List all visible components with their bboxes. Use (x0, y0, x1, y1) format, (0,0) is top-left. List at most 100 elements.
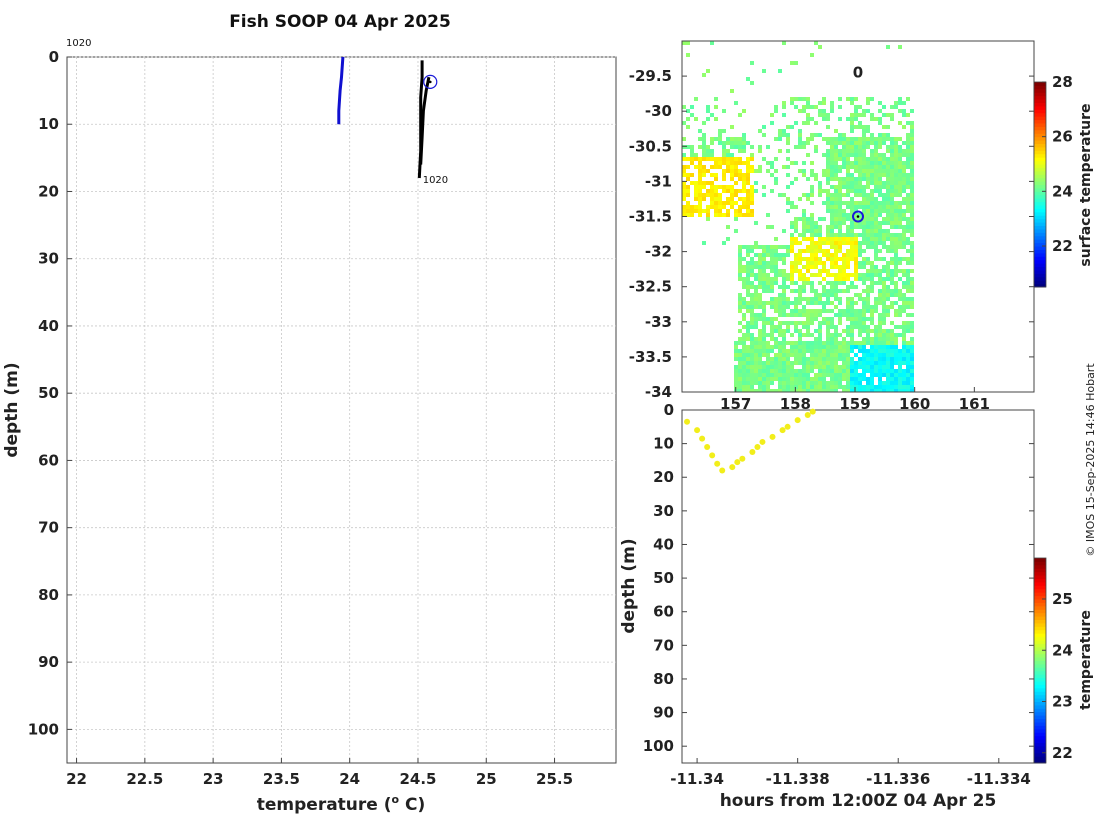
sst-cell (798, 349, 802, 353)
sst-cell (774, 361, 778, 365)
sst-cell (862, 317, 866, 321)
sst-cell (798, 169, 802, 173)
sst-cell (850, 281, 854, 285)
sst-cell (682, 197, 686, 201)
sst-cell (838, 133, 842, 137)
sst-colorbar-segment (1034, 225, 1046, 230)
sst-cell (738, 269, 742, 273)
depth-time-point (749, 449, 756, 456)
sst-cell (854, 245, 858, 249)
sst-cell (814, 337, 818, 341)
sst-cell (846, 117, 850, 121)
sst-cell (730, 201, 734, 205)
sst-cell (902, 201, 906, 205)
sst-cell (822, 345, 826, 349)
sst-cell (894, 265, 898, 269)
sst-cell (682, 153, 686, 157)
sst-cell (906, 153, 910, 157)
sst-cell (830, 389, 834, 392)
temperature-colorbar-segment (1034, 571, 1046, 576)
sst-colorbar-segment (1034, 157, 1046, 162)
sst-cell (854, 321, 858, 325)
sst-cell (774, 357, 778, 361)
sst-cell (698, 177, 702, 181)
sst-cell (790, 373, 794, 377)
sst-cell (882, 237, 886, 241)
sst-cell (890, 233, 894, 237)
sst-cell (850, 345, 854, 349)
sst-cell (778, 297, 782, 301)
sst-cell (706, 149, 710, 153)
profile-x-tick-label: 22.5 (126, 770, 163, 788)
sst-cell (802, 305, 806, 309)
sst-cell (850, 273, 854, 277)
sst-cell (822, 369, 826, 373)
sst-cell (890, 217, 894, 221)
sst-cell (890, 241, 894, 245)
sst-cell (734, 173, 738, 177)
sst-cell (862, 373, 866, 377)
sst-cell (878, 145, 882, 149)
sst-cell (862, 329, 866, 333)
sst-cell (738, 381, 742, 385)
sst-cell (830, 377, 834, 381)
sst-cell (746, 385, 750, 389)
sst-cell (710, 113, 714, 117)
sst-cell (842, 361, 846, 365)
sst-cell (758, 313, 762, 317)
sst-cell (762, 157, 766, 161)
sst-cell (770, 253, 774, 257)
sst-cell (746, 325, 750, 329)
sst-cell (682, 173, 686, 177)
sst-cell (822, 241, 826, 245)
sst-cell (814, 317, 818, 321)
sst-cell (782, 273, 786, 277)
sst-cell (682, 189, 686, 193)
sst-cell (910, 141, 914, 145)
sst-cell (862, 233, 866, 237)
sst-cell (742, 305, 746, 309)
sst-cell (734, 229, 738, 233)
sst-cell (754, 389, 758, 392)
sst-cell (838, 385, 842, 389)
sst-cell (846, 265, 850, 269)
sst-cell (806, 357, 810, 361)
sst-cell (786, 313, 790, 317)
sst-cell (766, 321, 770, 325)
sst-cell (774, 389, 778, 392)
sst-cell (862, 169, 866, 173)
sst-cell (830, 321, 834, 325)
sst-cell (702, 73, 706, 77)
sst-cell (826, 289, 830, 293)
temperature-colorbar-segment (1034, 759, 1046, 764)
sst-cell (846, 165, 850, 169)
sst-cell (838, 257, 842, 261)
sst-cell (882, 269, 886, 273)
temperature-colorbar-segment (1034, 653, 1046, 658)
sst-cell (806, 325, 810, 329)
sst-cell (894, 149, 898, 153)
sst-cell (822, 265, 826, 269)
sst-cell (910, 281, 914, 285)
sst-cell (802, 209, 806, 213)
sst-cell (858, 297, 862, 301)
sst-cell (866, 337, 870, 341)
sst-cell (814, 309, 818, 313)
sst-cell (842, 357, 846, 361)
sst-cell (810, 201, 814, 205)
sst-cell (818, 357, 822, 361)
sst-cell (838, 137, 842, 141)
sst-cell (790, 349, 794, 353)
sst-cell (786, 389, 790, 392)
sst-cell (822, 189, 826, 193)
sst-cell (874, 257, 878, 261)
sst-cell (858, 173, 862, 177)
sst-cell (814, 345, 818, 349)
sst-colorbar-segment (1034, 85, 1046, 90)
sst-cell (862, 241, 866, 245)
sst-cell (830, 317, 834, 321)
sst-cell (862, 197, 866, 201)
sst-cell (818, 281, 822, 285)
sst-cell (850, 129, 854, 133)
sst-cell (886, 149, 890, 153)
